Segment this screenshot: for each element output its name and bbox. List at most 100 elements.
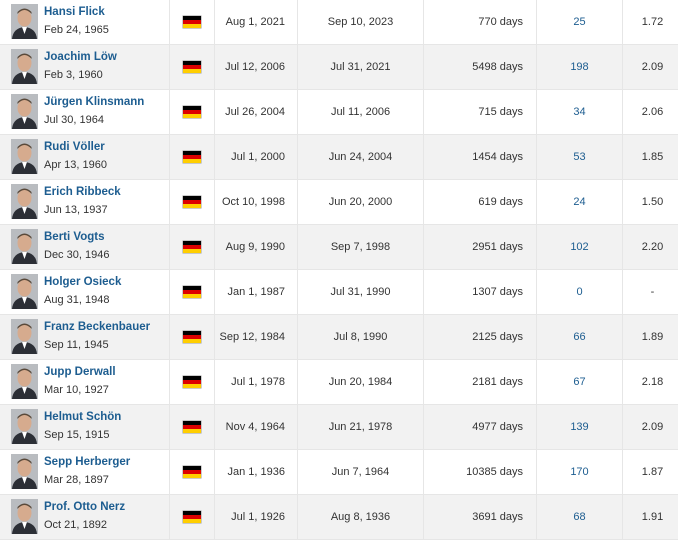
manager-photo[interactable] [11, 4, 38, 39]
manager-name-link[interactable]: Hansi Flick [44, 6, 105, 18]
matches-cell: 0 [537, 270, 623, 315]
tenure-days: 10385 days [424, 450, 537, 495]
germany-flag-icon [183, 241, 201, 253]
manager-birth-date: Sep 11, 1945 [44, 339, 109, 351]
points-per-match: 1.85 [623, 135, 678, 180]
manager-name-link[interactable]: Erich Ribbeck [44, 186, 121, 198]
matches-cell: 53 [537, 135, 623, 180]
manager-photo[interactable] [11, 229, 38, 264]
matches-link[interactable]: 34 [573, 106, 585, 118]
end-date: Jul 8, 1990 [298, 315, 424, 360]
manager-name-link[interactable]: Holger Osieck [44, 276, 121, 288]
matches-link[interactable]: 139 [570, 421, 588, 433]
matches-link[interactable]: 24 [573, 196, 585, 208]
manager-birth-date: Mar 28, 1897 [44, 474, 109, 486]
appointed-date: Aug 9, 1990 [215, 225, 298, 270]
points-per-match: 2.20 [623, 225, 678, 270]
manager-name-link[interactable]: Prof. Otto Nerz [44, 501, 125, 513]
matches-link[interactable]: 198 [570, 61, 588, 73]
table-row: Sepp Herberger Mar 28, 1897 Jan 1, 1936 … [0, 450, 678, 495]
manager-name-link[interactable]: Joachim Löw [44, 51, 117, 63]
matches-cell: 34 [537, 90, 623, 135]
manager-cell: Berti Vogts Dec 30, 1946 [0, 225, 170, 270]
matches-cell: 24 [537, 180, 623, 225]
appointed-date: Nov 4, 1964 [215, 405, 298, 450]
manager-name-link[interactable]: Jürgen Klinsmann [44, 96, 144, 108]
manager-cell: Helmut Schön Sep 15, 1915 [0, 405, 170, 450]
matches-cell: 66 [537, 315, 623, 360]
end-date: Jun 20, 1984 [298, 360, 424, 405]
matches-cell: 102 [537, 225, 623, 270]
appointed-date: Jan 1, 1936 [215, 450, 298, 495]
germany-flag-icon [183, 196, 201, 208]
table-row: Franz Beckenbauer Sep 11, 1945 Sep 12, 1… [0, 315, 678, 360]
manager-birth-date: Apr 13, 1960 [44, 159, 107, 171]
manager-photo[interactable] [11, 499, 38, 534]
matches-link[interactable]: 67 [573, 376, 585, 388]
manager-photo[interactable] [11, 319, 38, 354]
manager-photo[interactable] [11, 274, 38, 309]
tenure-days: 5498 days [424, 45, 537, 90]
manager-photo[interactable] [11, 409, 38, 444]
matches-link[interactable]: 68 [573, 511, 585, 523]
end-date: Jul 31, 2021 [298, 45, 424, 90]
manager-photo[interactable] [11, 94, 38, 129]
tenure-days: 715 days [424, 90, 537, 135]
germany-flag-icon [183, 286, 201, 298]
manager-cell: Erich Ribbeck Jun 13, 1937 [0, 180, 170, 225]
manager-birth-date: Mar 10, 1927 [44, 384, 109, 396]
manager-photo[interactable] [11, 139, 38, 174]
matches-link[interactable]: 102 [570, 241, 588, 253]
appointed-date: Jul 1, 1978 [215, 360, 298, 405]
tenure-days: 2181 days [424, 360, 537, 405]
end-date: Aug 8, 1936 [298, 495, 424, 540]
matches-link[interactable]: 66 [573, 331, 585, 343]
table-row: Rudi Völler Apr 13, 1960 Jul 1, 2000 Jun… [0, 135, 678, 180]
manager-birth-date: Jul 30, 1964 [44, 114, 104, 126]
manager-name-link[interactable]: Jupp Derwall [44, 366, 116, 378]
matches-link[interactable]: 170 [570, 466, 588, 478]
matches-link[interactable]: 25 [573, 16, 585, 28]
points-per-match: 1.50 [623, 180, 678, 225]
points-per-match: - [623, 270, 678, 315]
germany-flag-icon [183, 376, 201, 388]
end-date: Jun 20, 2000 [298, 180, 424, 225]
table-row: Prof. Otto Nerz Oct 21, 1892 Jul 1, 1926… [0, 495, 678, 540]
nationality-cell [170, 315, 215, 360]
table-row: Jürgen Klinsmann Jul 30, 1964 Jul 26, 20… [0, 90, 678, 135]
nationality-cell [170, 180, 215, 225]
tenure-days: 619 days [424, 180, 537, 225]
tenure-days: 1454 days [424, 135, 537, 180]
germany-flag-icon [183, 511, 201, 523]
points-per-match: 1.91 [623, 495, 678, 540]
tenure-days: 770 days [424, 0, 537, 45]
matches-link[interactable]: 0 [576, 286, 582, 298]
matches-cell: 68 [537, 495, 623, 540]
end-date: Jul 31, 1990 [298, 270, 424, 315]
manager-photo[interactable] [11, 49, 38, 84]
germany-flag-icon [183, 331, 201, 343]
manager-name-link[interactable]: Berti Vogts [44, 231, 105, 243]
manager-photo[interactable] [11, 364, 38, 399]
nationality-cell [170, 45, 215, 90]
nationality-cell [170, 90, 215, 135]
points-per-match: 1.72 [623, 0, 678, 45]
end-date: Sep 7, 1998 [298, 225, 424, 270]
germany-flag-icon [183, 61, 201, 73]
nationality-cell [170, 225, 215, 270]
nationality-cell [170, 450, 215, 495]
table-row: Jupp Derwall Mar 10, 1927 Jul 1, 1978 Ju… [0, 360, 678, 405]
points-per-match: 2.09 [623, 405, 678, 450]
manager-birth-date: Feb 3, 1960 [44, 69, 103, 81]
manager-cell: Jürgen Klinsmann Jul 30, 1964 [0, 90, 170, 135]
manager-name-link[interactable]: Franz Beckenbauer [44, 321, 150, 333]
matches-link[interactable]: 53 [573, 151, 585, 163]
manager-photo[interactable] [11, 184, 38, 219]
end-date: Jul 11, 2006 [298, 90, 424, 135]
manager-name-link[interactable]: Sepp Herberger [44, 456, 130, 468]
manager-photo[interactable] [11, 454, 38, 489]
manager-name-link[interactable]: Rudi Völler [44, 141, 105, 153]
manager-name-link[interactable]: Helmut Schön [44, 411, 121, 423]
matches-cell: 25 [537, 0, 623, 45]
